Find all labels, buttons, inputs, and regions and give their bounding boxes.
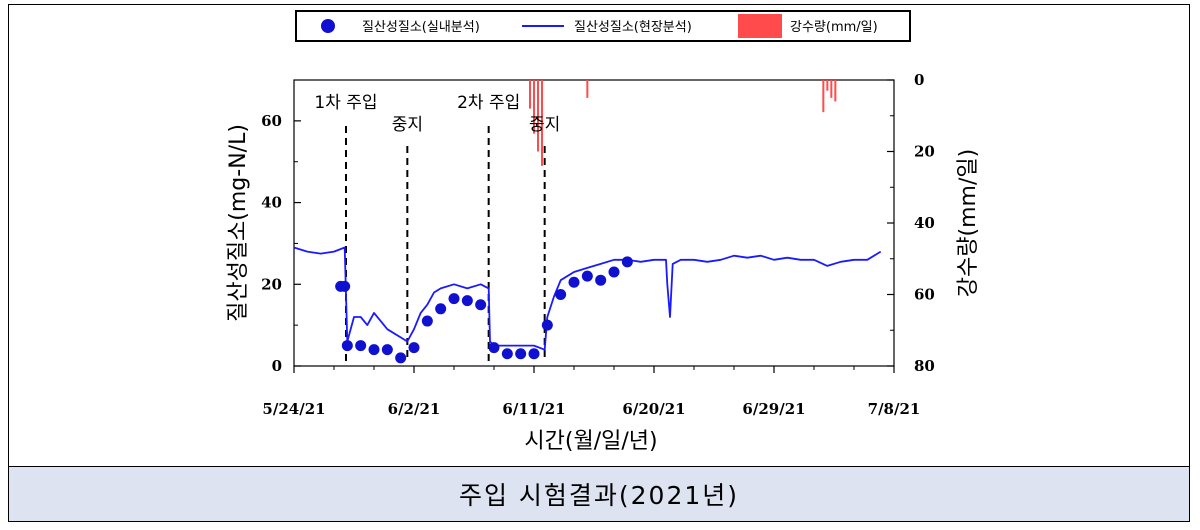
lab-point (435, 303, 447, 315)
rain-bar (529, 80, 531, 109)
legend: 질산성질소(실내분석) 질산성질소(현장분석) 강수량(mm/일) (295, 10, 911, 42)
y-axis-left-title: 질산성질소(mg-N/L) (226, 124, 251, 322)
plot-area (293, 79, 895, 367)
lab-point (395, 352, 407, 364)
lab-point (368, 344, 380, 356)
lab-point (501, 348, 513, 360)
lab-point (568, 276, 580, 288)
figure-caption: 주입 시험결과(2021년) (458, 481, 740, 510)
x-tick-label: 7/8/21 (868, 400, 921, 418)
lab-point (581, 270, 593, 282)
x-tick-label: 6/29/21 (742, 400, 805, 418)
x-axis-title: 시간(월/일/년) (524, 429, 657, 454)
rain-bar (830, 80, 833, 98)
y-right-tick-label: 40 (914, 214, 935, 232)
rain-bar (533, 80, 535, 134)
x-tick-label: 6/11/21 (502, 400, 565, 418)
lab-point (339, 280, 351, 292)
axis-layer: 5/24/21 6/2/21 6/11/21 6/20/21 6/29/21 7/8/21… (261, 71, 935, 418)
legend-box (295, 10, 911, 42)
lab-point (355, 340, 367, 352)
lab-point (408, 342, 420, 354)
legend-marker-rain (738, 14, 782, 38)
legend-label-rain: 강수량(mm/일) (790, 20, 878, 35)
lab-point (541, 319, 553, 331)
rain-bar (826, 80, 829, 91)
lab-point (528, 348, 540, 360)
y-right-tick-label: 80 (914, 357, 935, 375)
y-right-tick-label: 60 (914, 286, 935, 304)
event-label: 중지 (392, 115, 423, 135)
y-right-tick-label: 0 (914, 71, 924, 89)
caption-bar: 주입 시험결과(2021년) (9, 466, 1189, 521)
lab-point (475, 299, 487, 311)
legend-marker-lab (321, 19, 335, 33)
lab-point (595, 274, 607, 286)
lab-point (421, 315, 433, 327)
field-series-line (293, 246, 882, 351)
rain-bar (834, 80, 837, 102)
event-label: 2차 주입 (457, 93, 520, 113)
lab-point (555, 289, 567, 300)
lab-point (448, 293, 460, 305)
rain-layer (529, 80, 837, 166)
figure-frame (8, 4, 1190, 522)
rain-bar (541, 80, 543, 166)
rain-bar (586, 80, 589, 98)
lab-point (515, 348, 527, 360)
lab-point (381, 344, 393, 356)
lab-series-layer (335, 256, 633, 364)
lab-point (608, 266, 620, 278)
event-label: 중지 (529, 115, 560, 135)
x-tick-label: 6/20/21 (622, 400, 685, 418)
lab-point (621, 256, 633, 268)
x-tick-label: 6/2/21 (388, 400, 441, 418)
y-left-tick-label: 0 (272, 357, 282, 375)
x-tick-label: 5/24/21 (262, 400, 325, 418)
lab-point (461, 295, 473, 307)
y-left-tick-label: 20 (261, 275, 282, 293)
y-left-tick-label: 40 (261, 194, 282, 212)
field-series-layer (293, 246, 882, 351)
legend-label-field: 질산성질소(현장분석) (574, 20, 692, 35)
event-label: 1차 주입 (314, 93, 377, 113)
y-right-tick-label: 20 (914, 143, 935, 161)
y-left-tick-label: 60 (261, 112, 282, 130)
lab-point (341, 340, 353, 352)
lab-point (488, 342, 500, 354)
legend-label-lab: 질산성질소(실내분석) (362, 20, 480, 35)
rain-bar (537, 80, 539, 152)
y-axis-right-title: 강수량(mm/일) (956, 149, 981, 297)
rain-bar (822, 80, 825, 113)
